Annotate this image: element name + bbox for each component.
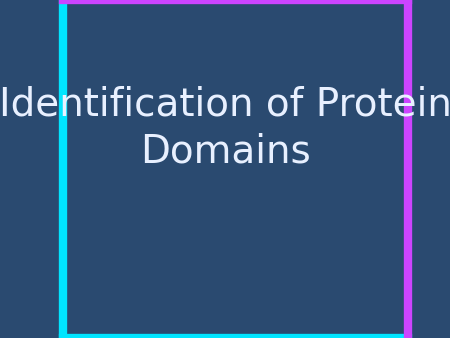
Text: Identification of Protein
Domains: Identification of Protein Domains	[0, 86, 450, 171]
